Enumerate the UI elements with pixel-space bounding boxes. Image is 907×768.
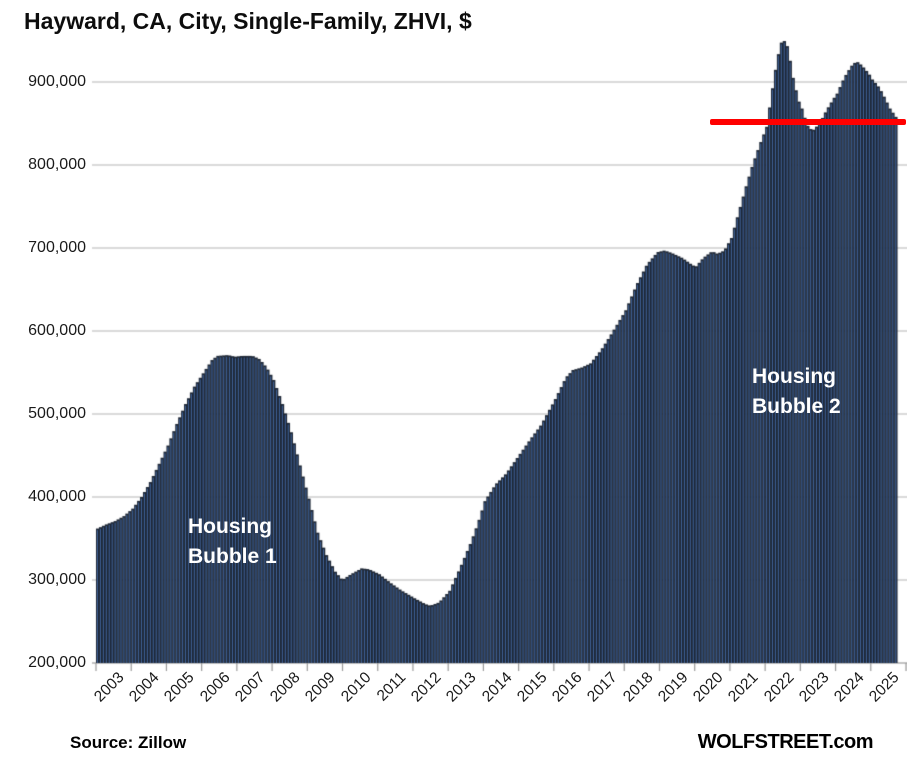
annotation-housing-bubble-1: Housing Bubble 1	[188, 512, 277, 572]
annotation-line: Housing	[188, 515, 272, 538]
annotation-housing-bubble-2: Housing Bubble 2	[752, 362, 841, 422]
y-axis-label: 300,000	[28, 571, 86, 588]
y-axis-label: 700,000	[28, 239, 86, 256]
y-axis-label: 500,000	[28, 405, 86, 422]
y-axis-label: 900,000	[28, 73, 86, 90]
y-axis-label: 600,000	[28, 322, 86, 339]
wolfstreet-watermark: WOLFSTREET.com	[697, 731, 874, 753]
y-axis-label: 800,000	[28, 156, 86, 173]
annotation-line: Bubble 2	[752, 395, 841, 418]
annotation-line: Housing	[752, 365, 836, 388]
y-axis-label: 200,000	[28, 654, 86, 671]
annotation-line: Bubble 1	[188, 545, 277, 568]
y-axis-label: 400,000	[28, 488, 86, 505]
source-note: Source: Zillow	[70, 733, 187, 752]
reference-line	[709, 118, 906, 125]
